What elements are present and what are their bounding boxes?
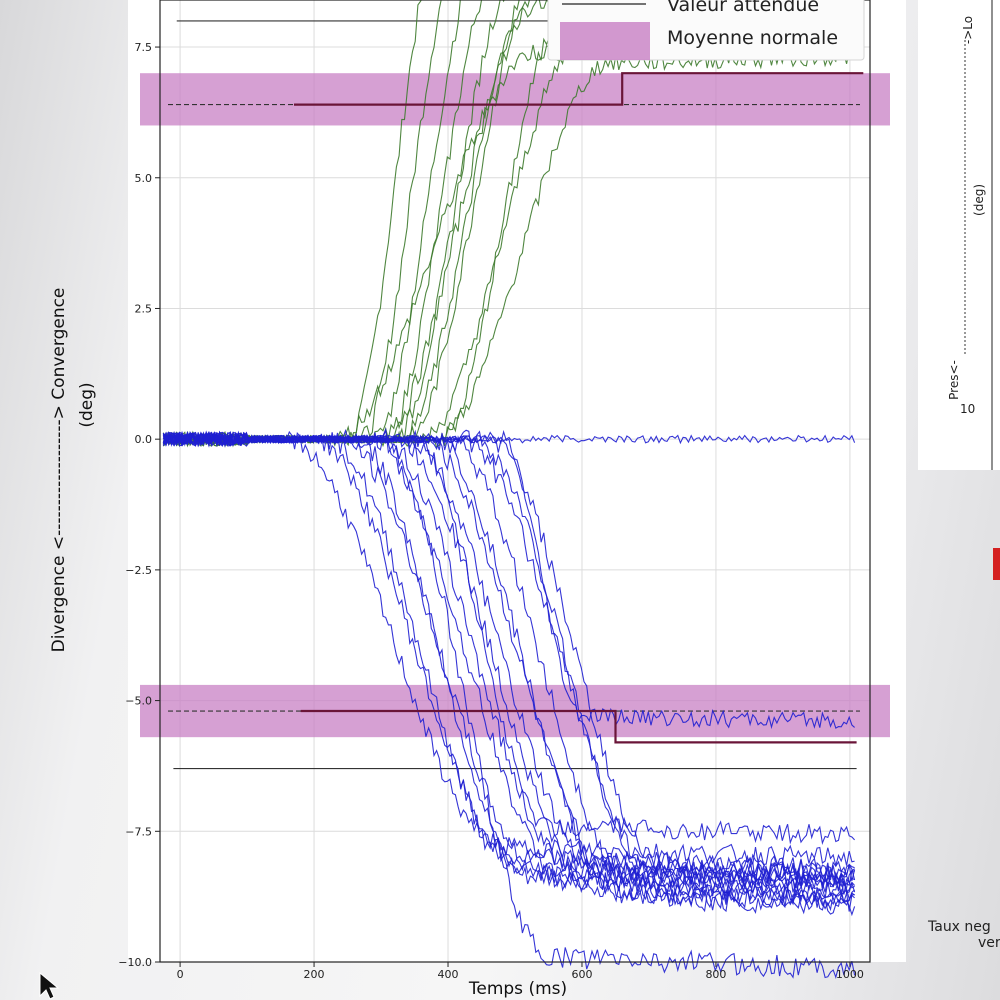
right-red-marker xyxy=(993,548,1000,580)
y-axis-label: Divergence <-------------------> Converg… xyxy=(49,288,69,653)
y-tick-label: −10.0 xyxy=(118,956,152,969)
y-ticks: −10.0 −7.5 −5.0 −2.5 0.0 2.5 5.0 7.5 xyxy=(118,41,160,969)
x-tick-label: 400 xyxy=(438,968,459,981)
right-deg-label: (deg) xyxy=(972,184,986,216)
blue-series-line-24 xyxy=(162,429,855,895)
legend-label-band: Moyenne normale xyxy=(667,27,838,49)
y-tick-label: 2.5 xyxy=(135,302,153,315)
y-tick-label: 5.0 xyxy=(135,172,153,185)
x-tick-label: 800 xyxy=(705,968,726,981)
legend-label-expected: Valeur attendue xyxy=(667,0,819,16)
y-tick-label: 0.0 xyxy=(135,433,153,446)
right-panel-area xyxy=(918,0,1000,470)
plot-frame xyxy=(159,0,871,963)
x-tick-label: 1000 xyxy=(836,968,864,981)
legend: Valeur attendue Moyenne normale xyxy=(547,0,865,61)
y-tick-label: −2.5 xyxy=(125,564,152,577)
y-tick-label: −7.5 xyxy=(125,825,152,838)
x-axis-label: Temps (ms) xyxy=(468,979,567,999)
step-line xyxy=(294,72,864,106)
x-tick-label: 200 xyxy=(304,968,325,981)
x-ticks: 0 200 400 600 800 1000 xyxy=(177,962,864,981)
right-panel: ->Lo (deg) Pres<- 10 Taux neg ver xyxy=(918,0,1000,951)
right-tick: 10 xyxy=(960,402,975,416)
blue-series-line-30 xyxy=(162,431,856,448)
mouse-cursor-icon xyxy=(39,972,60,1000)
expected-lines xyxy=(173,20,857,770)
y-axis-unit: (deg) xyxy=(77,382,97,427)
blue-series-line-20 xyxy=(162,431,855,887)
x-tick-label: 0 xyxy=(177,968,184,981)
step-lines xyxy=(294,72,864,744)
y-tick-label: 7.5 xyxy=(135,41,153,54)
right-pres-label: Pres<- xyxy=(947,360,961,400)
mean-band xyxy=(140,73,890,126)
y-tick-label: −5.0 xyxy=(125,695,152,708)
right-bottom-text-1: Taux neg xyxy=(927,919,991,935)
blue-series-line-28 xyxy=(162,429,856,846)
legend-band-swatch xyxy=(560,22,650,60)
right-top-fragment: ->Lo xyxy=(961,16,975,44)
right-bottom-text-2: ver xyxy=(978,935,1000,951)
plot-area xyxy=(128,0,906,962)
x-tick-label: 600 xyxy=(571,968,592,981)
step-line xyxy=(300,709,857,744)
blue-series-line-29 xyxy=(163,429,855,730)
